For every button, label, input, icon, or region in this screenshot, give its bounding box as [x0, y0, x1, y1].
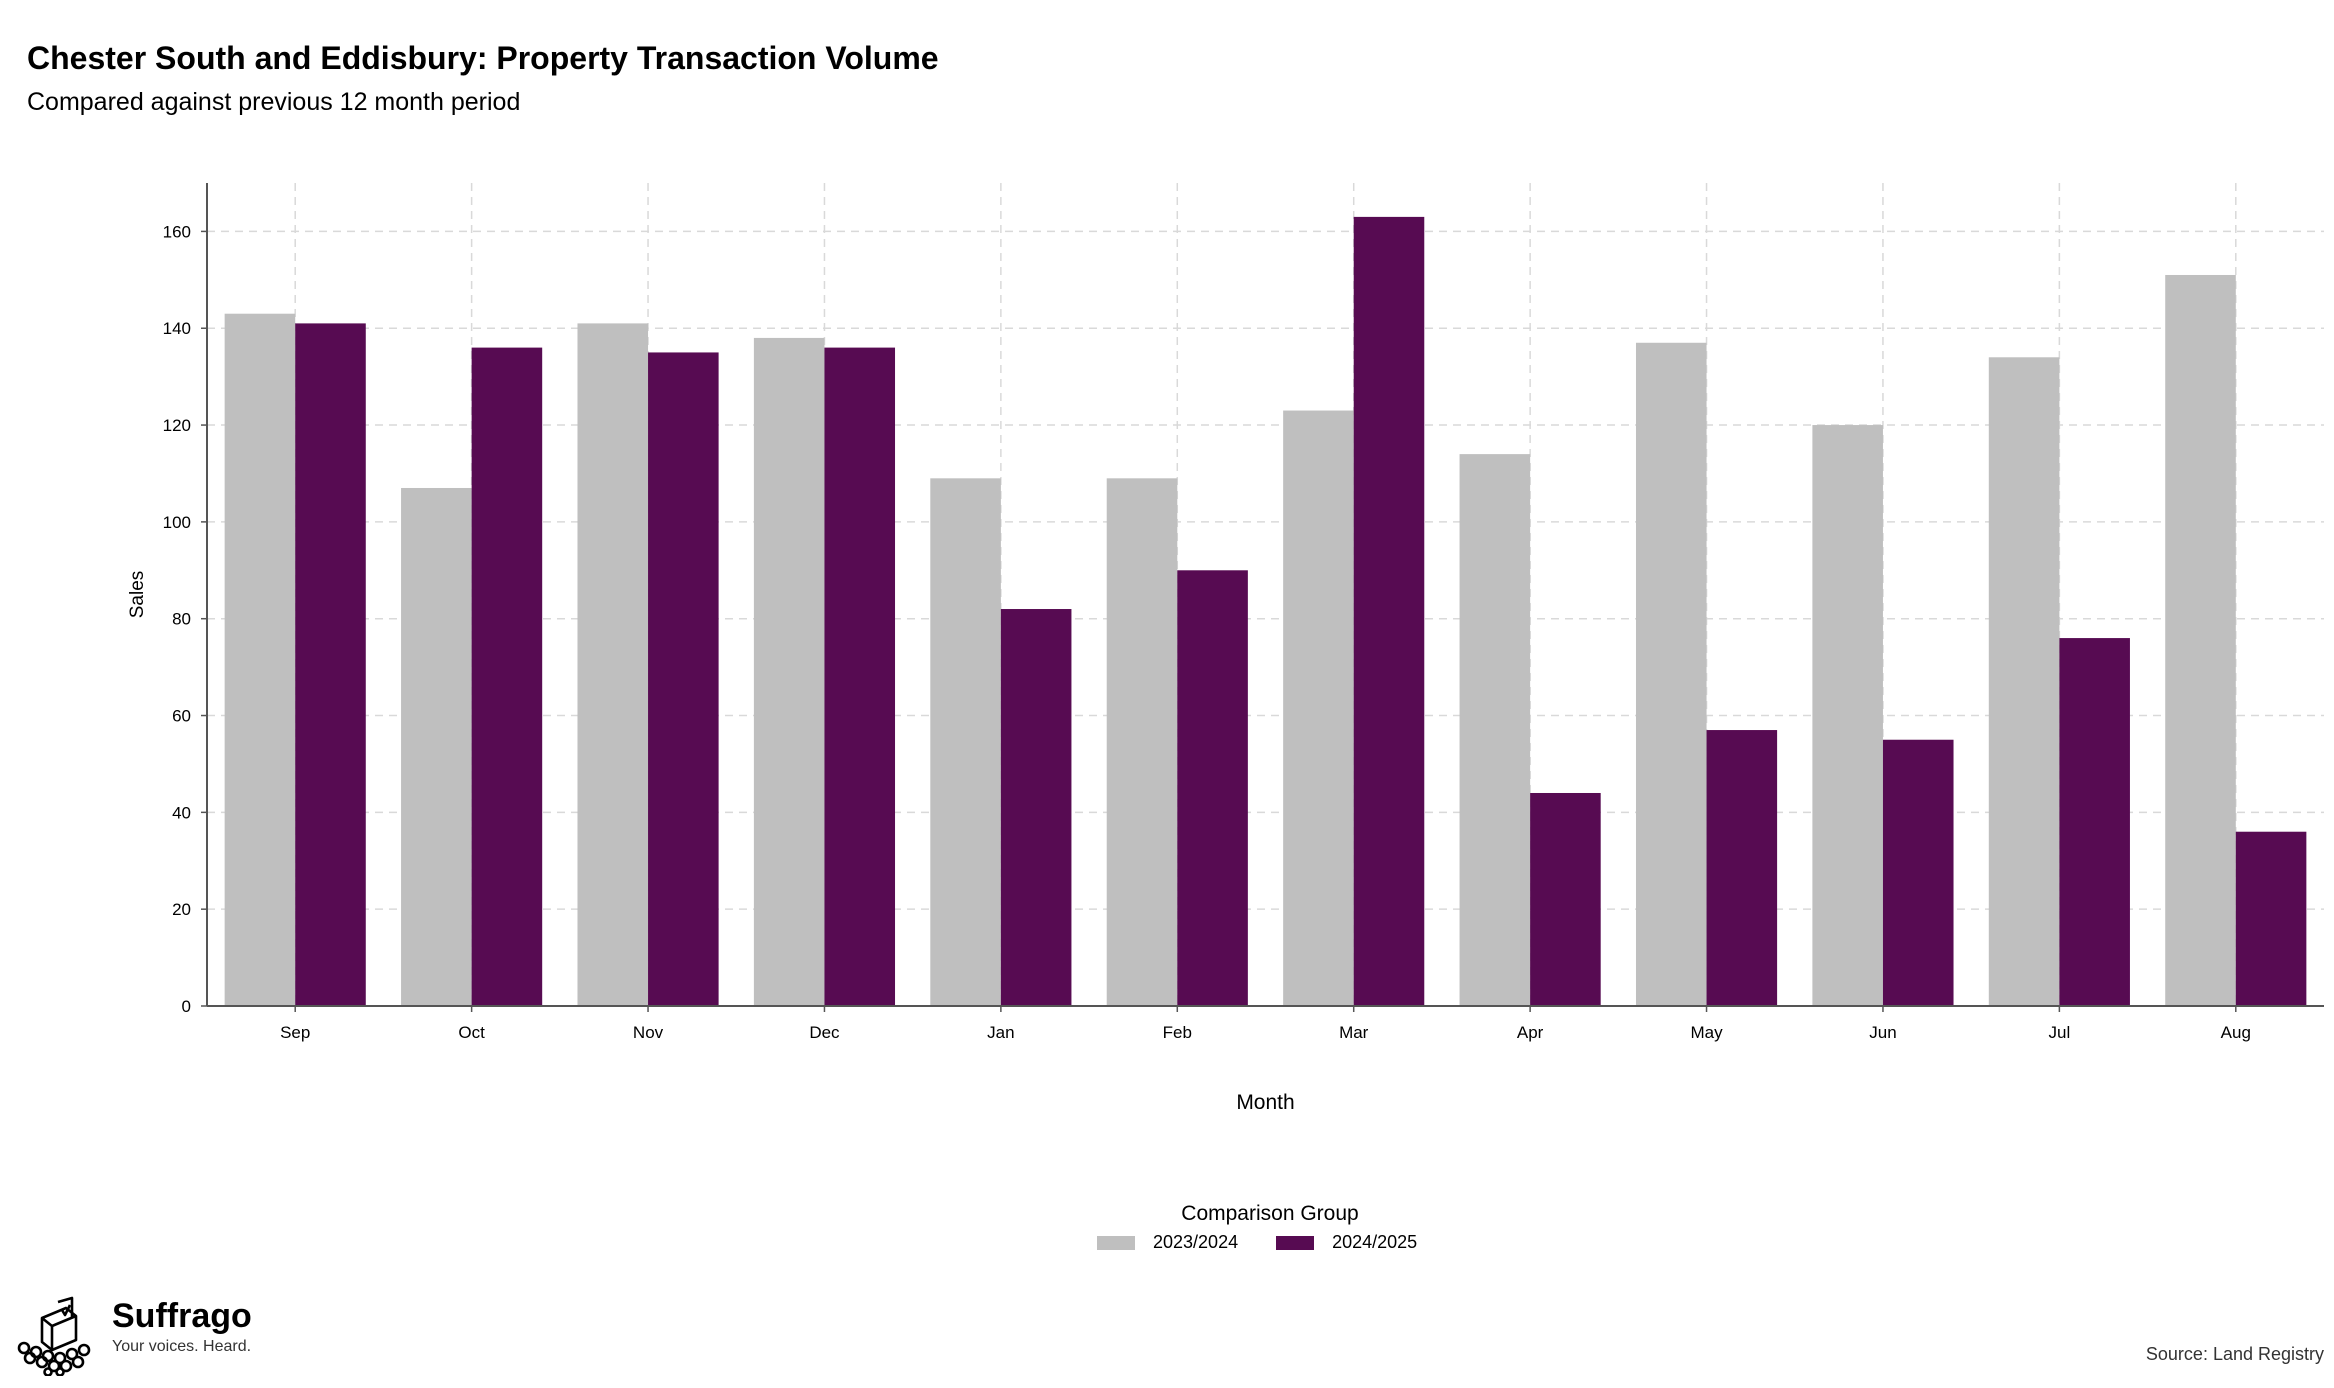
y-tick-label: 100 — [163, 513, 191, 532]
brand-logo: Suffrago Your voices. Heard. — [14, 1296, 252, 1376]
x-tick-label: Aug — [2221, 1023, 2251, 1042]
y-tick-label: 80 — [172, 610, 191, 629]
y-tick-label: 20 — [172, 900, 191, 919]
brand-name: Suffrago — [112, 1297, 252, 1335]
bar-curr-nov — [648, 352, 719, 1006]
legend-item-prev: 2023/2024 — [1097, 1232, 1238, 1253]
y-tick-label: 0 — [182, 997, 191, 1016]
bar-curr-jun — [1882, 739, 1954, 1006]
y-tick-label: 160 — [163, 222, 191, 241]
x-tick-label: Sep — [280, 1023, 310, 1042]
bar-chart: 0 20 40 60 80 100 120 140 160 Sep Oct Nov Dec Jan Feb M… — [127, 183, 2324, 1114]
legend-item-curr: 2024/2025 — [1276, 1232, 1417, 1253]
bar-prev-jul — [1988, 357, 2060, 1006]
ballot-box-icon — [17, 1296, 91, 1376]
bar-curr-sep — [295, 323, 366, 1006]
bar-prev-nov — [577, 323, 649, 1006]
x-tick-label: Feb — [1163, 1023, 1192, 1042]
bar-curr-dec — [824, 347, 896, 1007]
y-tick-label: 40 — [172, 803, 191, 822]
y-tick-label: 140 — [163, 319, 191, 338]
bar-prev-jan — [930, 478, 1001, 1006]
bar-curr-mar — [1353, 216, 1425, 1006]
bar-prev-jun — [1812, 425, 1883, 1006]
source-note: Source: Land Registry — [2145, 1344, 2324, 1364]
brand-tagline: Your voices. Heard. — [112, 1338, 252, 1355]
bar-curr-apr — [1530, 792, 1601, 1006]
bar-prev-oct — [401, 487, 472, 1006]
bar-curr-jul — [2059, 638, 2130, 1006]
x-tick-label: Nov — [633, 1023, 664, 1042]
x-tick-label: Mar — [1339, 1023, 1369, 1042]
chart-subtitle: Compared against previous 12 month perio… — [27, 88, 521, 116]
legend-label-prev: 2023/2024 — [1153, 1232, 1239, 1252]
x-tick-label: Jan — [987, 1023, 1014, 1042]
bar-prev-mar — [1283, 410, 1354, 1007]
bar-prev-sep — [224, 313, 296, 1006]
bar-curr-jan — [1000, 609, 1072, 1006]
x-tick-label: Apr — [1517, 1023, 1544, 1042]
legend-swatch-prev — [1097, 1235, 1135, 1250]
x-tick-label: Oct — [458, 1023, 485, 1042]
x-tick-label: May — [1690, 1023, 1723, 1042]
bar-prev-may — [1635, 342, 1707, 1007]
y-tick-label: 120 — [163, 416, 191, 435]
bar-prev-apr — [1459, 454, 1531, 1006]
y-tick-label: 60 — [172, 707, 191, 726]
bar-prev-feb — [1106, 478, 1178, 1006]
chart-title: Chester South and Eddisbury: Property Tr… — [27, 40, 939, 76]
legend-title: Comparison Group — [1181, 1202, 1359, 1225]
bar-curr-may — [1706, 730, 1778, 1006]
x-tick-label: Jul — [2049, 1023, 2071, 1042]
bar-curr-feb — [1177, 570, 1248, 1006]
bar-curr-oct — [471, 347, 543, 1007]
legend: 2023/2024 2024/2025 — [1097, 1232, 1455, 1253]
y-axis-title: Sales — [127, 571, 148, 619]
legend-label-curr: 2024/2025 — [1332, 1232, 1418, 1252]
x-tick-label: Jun — [1869, 1023, 1896, 1042]
bar-curr-aug — [2235, 831, 2307, 1006]
legend-swatch-curr — [1276, 1235, 1315, 1250]
x-axis-title: Month — [1236, 1091, 1294, 1114]
bar-prev-dec — [753, 337, 825, 1007]
x-tick-label: Dec — [809, 1023, 840, 1042]
bar-prev-aug — [2165, 274, 2236, 1006]
